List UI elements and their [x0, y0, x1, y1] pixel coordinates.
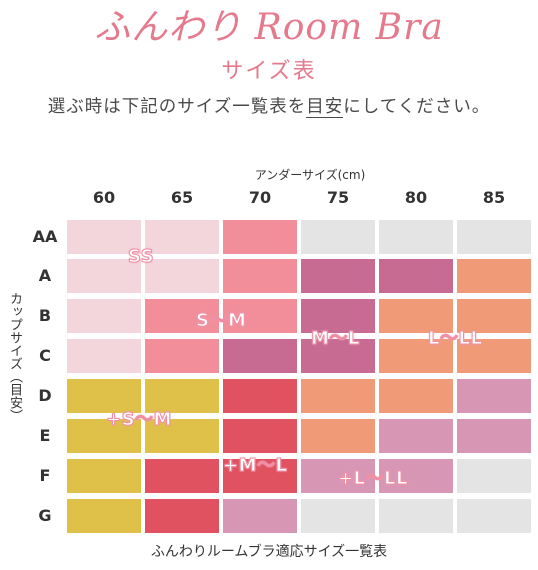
size-cell: [67, 379, 141, 413]
guidance-note-underlined: 目安: [306, 97, 344, 118]
size-cell: [457, 459, 531, 493]
size-cell: [379, 379, 453, 413]
size-label-l-ll: L～LL: [427, 328, 483, 350]
size-cell: [67, 499, 141, 533]
size-label-plus-l-ll: +L～LL: [338, 468, 409, 490]
size-cell: [145, 499, 219, 533]
size-cell: [379, 419, 453, 453]
row-label: AA: [32, 227, 58, 246]
size-cell: [301, 339, 375, 373]
size-cell: [145, 459, 219, 493]
size-cell: [223, 379, 297, 413]
size-cell: [457, 419, 531, 453]
row-label: D: [38, 386, 52, 405]
size-cell: [145, 419, 219, 453]
size-cell: [457, 299, 531, 333]
guidance-note-text-end: にしてください。: [343, 97, 491, 117]
row-label: E: [39, 426, 51, 445]
size-cell: [67, 299, 141, 333]
size-cell: [301, 459, 375, 493]
size-cell: [67, 419, 141, 453]
column-label: 75: [326, 188, 350, 207]
size-cell: [457, 339, 531, 373]
cup-size-axis-label: カップサイズ（目安）: [7, 292, 22, 422]
row-label: G: [38, 506, 52, 525]
size-cell: [379, 459, 453, 493]
size-cell: [223, 220, 297, 254]
size-cell: [145, 379, 219, 413]
column-label: 60: [92, 188, 116, 207]
size-cell: [67, 339, 141, 373]
guidance-note: 選ぶ時は下記のサイズ一覧表を目安にしてください。: [0, 94, 538, 120]
row-label: A: [38, 266, 52, 285]
table-caption: ふんわりルームブラ適応サイズ一覧表: [150, 544, 388, 560]
size-cell: [301, 299, 375, 333]
column-label: 70: [248, 188, 272, 207]
size-cell: [379, 259, 453, 293]
size-cell: [145, 339, 219, 373]
size-cell: [67, 220, 141, 254]
size-cell: [301, 419, 375, 453]
size-cell: [223, 259, 297, 293]
product-title: ふんわり Room Bra: [94, 7, 444, 48]
size-cell: [223, 339, 297, 373]
size-cell: [301, 379, 375, 413]
size-cell: [301, 259, 375, 293]
size-label-s-m: S～M: [195, 310, 247, 332]
size-cell: [379, 299, 453, 333]
size-cell: [301, 220, 375, 254]
size-cell: [223, 459, 297, 493]
size-cell: [457, 499, 531, 533]
guidance-note-text: 選ぶ時は下記のサイズ一覧表を: [47, 97, 307, 117]
size-cell: [379, 220, 453, 254]
size-cell: [379, 339, 453, 373]
size-label-m-l: M～L: [311, 328, 360, 350]
size-label-plus-s-m: +S～M: [106, 409, 172, 431]
size-cell: [301, 499, 375, 533]
row-label: B: [38, 306, 52, 325]
column-label: 85: [482, 188, 506, 207]
size-cell: [145, 259, 219, 293]
size-cell: [145, 299, 219, 333]
size-label-plus-m-l: +M～L: [222, 455, 288, 477]
column-label: 80: [404, 188, 428, 207]
size-cell: [67, 459, 141, 493]
size-cell: [223, 499, 297, 533]
size-cell: [67, 259, 141, 293]
size-cell: [223, 299, 297, 333]
row-label: F: [39, 466, 51, 485]
size-cell: [457, 220, 531, 254]
underbust-axis-label: アンダーサイズ(cm): [254, 168, 366, 182]
size-cell: [145, 220, 219, 254]
size-cell: [379, 499, 453, 533]
size-cell: [223, 419, 297, 453]
size-cell: [457, 259, 531, 293]
size-label-ss: SS: [127, 246, 155, 268]
size-cell: [457, 379, 531, 413]
row-label: C: [39, 346, 51, 365]
column-label: 65: [170, 188, 194, 207]
size-chart-subtitle: サイズ表: [221, 59, 317, 84]
